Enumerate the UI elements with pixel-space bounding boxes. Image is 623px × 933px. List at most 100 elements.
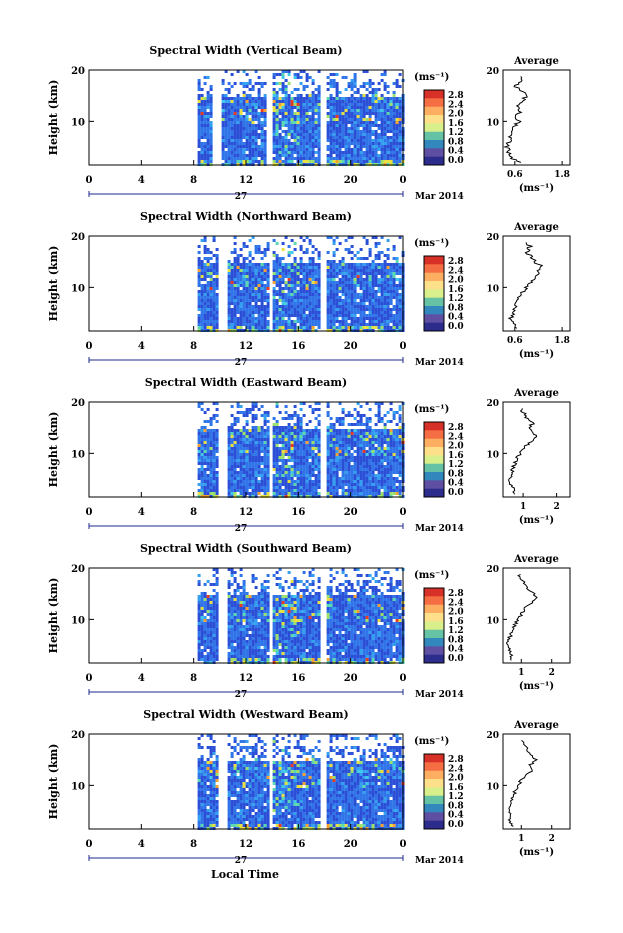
x-tick-label: 4 bbox=[138, 341, 145, 352]
colorbar-swatch bbox=[424, 596, 444, 605]
average-x-tick-label: 1 bbox=[518, 834, 524, 844]
colorbar-swatch bbox=[424, 439, 444, 448]
x-tick-label: 16 bbox=[291, 507, 305, 518]
x-tick-label: 0 bbox=[86, 839, 93, 850]
date-label: 27 bbox=[235, 192, 248, 202]
colorbar-swatch bbox=[424, 157, 444, 166]
colorbar-swatch bbox=[424, 148, 444, 157]
colorbar-unit: (ms⁻¹) bbox=[414, 72, 449, 83]
x-tick-label: 16 bbox=[291, 839, 305, 850]
average-profile-line bbox=[507, 574, 537, 660]
average-x-tick-label: 2 bbox=[553, 502, 559, 512]
colorbar-swatch bbox=[424, 281, 444, 290]
colorbar-swatch bbox=[424, 264, 444, 273]
average-y-tick-label: 10 bbox=[486, 118, 499, 128]
colorbar-tick-label: 0.0 bbox=[448, 156, 464, 166]
date-label: 27 bbox=[235, 690, 248, 700]
average-title: Average bbox=[513, 554, 559, 565]
date-label: 27 bbox=[235, 358, 248, 368]
average-x-tick-label: 1 bbox=[518, 668, 524, 678]
x-tick-label: 12 bbox=[239, 341, 253, 352]
colorbar-swatch bbox=[424, 98, 444, 107]
y-axis-label: Height (km) bbox=[47, 578, 60, 654]
average-profile-line bbox=[509, 408, 537, 494]
x-tick-label: 8 bbox=[190, 839, 197, 850]
panel-title: Spectral Width (Southward Beam) bbox=[140, 542, 352, 555]
average-title: Average bbox=[513, 222, 559, 233]
x-tick-label: 8 bbox=[190, 341, 197, 352]
colorbar-swatch bbox=[424, 107, 444, 116]
colorbar-swatch bbox=[424, 90, 444, 99]
x-tick-label: 20 bbox=[344, 673, 358, 684]
colorbar-swatch bbox=[424, 796, 444, 805]
average-profile-line bbox=[509, 242, 542, 328]
colorbar-tick-label: 0.0 bbox=[448, 654, 464, 664]
heatmap-cells bbox=[198, 402, 405, 498]
colorbar-unit: (ms⁻¹) bbox=[414, 404, 449, 415]
x-tick-label: 16 bbox=[291, 341, 305, 352]
x-tick-label: 0 bbox=[400, 839, 407, 850]
colorbar-swatch bbox=[424, 779, 444, 788]
average-frame bbox=[503, 568, 570, 663]
heatmap-cells bbox=[198, 70, 405, 166]
colorbar: (ms⁻¹)2.82.42.01.61.20.80.40.0 bbox=[414, 72, 464, 166]
date-label: 27 bbox=[235, 856, 248, 866]
colorbar-swatch bbox=[424, 447, 444, 456]
x-tick-label: 8 bbox=[190, 175, 197, 186]
x-tick-label: 0 bbox=[400, 507, 407, 518]
x-tick-label: 16 bbox=[291, 673, 305, 684]
x-tick-label: 0 bbox=[400, 673, 407, 684]
average-frame bbox=[503, 734, 570, 829]
y-tick-label: 20 bbox=[71, 398, 85, 409]
colorbar-swatch bbox=[424, 323, 444, 332]
heatmap-cells bbox=[198, 568, 405, 664]
colorbar-swatch bbox=[424, 787, 444, 796]
y-tick-label: 20 bbox=[71, 730, 85, 741]
panel-1: Spectral Width (Northward Beam)2010Heigh… bbox=[47, 210, 570, 368]
colorbar-swatch bbox=[424, 655, 444, 664]
colorbar-swatch bbox=[424, 621, 444, 630]
y-tick-label: 10 bbox=[71, 615, 85, 626]
colorbar-swatch bbox=[424, 256, 444, 265]
x-tick-label: 0 bbox=[400, 341, 407, 352]
average-y-tick-label: 10 bbox=[486, 450, 499, 460]
panel-title: Spectral Width (Vertical Beam) bbox=[149, 44, 342, 57]
x-tick-label: 0 bbox=[86, 507, 93, 518]
y-tick-label: 20 bbox=[71, 564, 85, 575]
colorbar-swatch bbox=[424, 638, 444, 647]
colorbar-unit: (ms⁻¹) bbox=[414, 238, 449, 249]
colorbar-swatch bbox=[424, 588, 444, 597]
average-x-tick-label: 1.8 bbox=[554, 336, 570, 346]
y-axis-label: Height (km) bbox=[47, 744, 60, 820]
x-tick-label: 0 bbox=[86, 341, 93, 352]
average-x-label: (ms⁻¹) bbox=[519, 183, 554, 194]
x-tick-label: 20 bbox=[344, 175, 358, 186]
heatmap-cells bbox=[198, 734, 405, 830]
panel-4: Spectral Width (Westward Beam)2010Height… bbox=[47, 708, 570, 866]
colorbar-unit: (ms⁻¹) bbox=[414, 736, 449, 747]
x-tick-label: 20 bbox=[344, 507, 358, 518]
colorbar-swatch bbox=[424, 430, 444, 439]
average-frame bbox=[503, 402, 570, 497]
x-tick-label: 4 bbox=[138, 839, 145, 850]
panel-2: Spectral Width (Eastward Beam)2010Height… bbox=[47, 376, 570, 534]
colorbar-swatch bbox=[424, 140, 444, 149]
average-x-tick-label: 1 bbox=[520, 502, 526, 512]
average-x-tick-label: 2 bbox=[549, 834, 555, 844]
average-x-label: (ms⁻¹) bbox=[519, 515, 554, 526]
average-x-tick-label: 1.8 bbox=[554, 170, 570, 180]
panel-title: Spectral Width (Eastward Beam) bbox=[145, 376, 347, 389]
x-tick-label: 20 bbox=[344, 341, 358, 352]
colorbar-swatch bbox=[424, 613, 444, 622]
average-x-label: (ms⁻¹) bbox=[519, 681, 554, 692]
colorbar-swatch bbox=[424, 804, 444, 813]
y-tick-label: 10 bbox=[71, 781, 85, 792]
average-title: Average bbox=[513, 56, 559, 67]
